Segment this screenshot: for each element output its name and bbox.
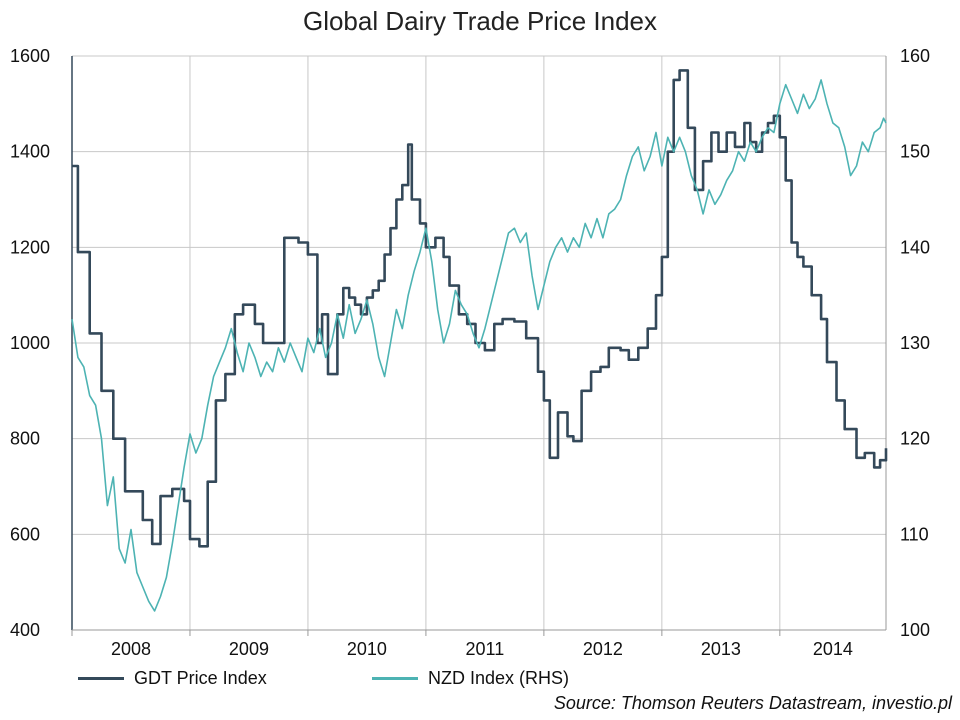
y-right-tick-label: 150 bbox=[900, 142, 930, 162]
legend-swatch-nzd bbox=[372, 677, 418, 680]
series-line-nzd bbox=[71, 79, 887, 612]
y-left-tick-label: 1200 bbox=[10, 237, 50, 257]
y-left-tick-label: 1400 bbox=[10, 142, 50, 162]
x-tick-label: 2010 bbox=[347, 639, 387, 659]
legend-item-gdt: GDT Price Index bbox=[78, 668, 267, 689]
y-left-tick-label: 1000 bbox=[10, 333, 50, 353]
series-line-gdt bbox=[72, 69, 888, 548]
gridlines bbox=[72, 55, 886, 631]
x-tick-label: 2012 bbox=[583, 639, 623, 659]
x-tick-label: 2014 bbox=[813, 639, 853, 659]
x-tick-label: 2009 bbox=[229, 639, 269, 659]
x-tick-label: 2013 bbox=[701, 639, 741, 659]
x-tick-label: 2008 bbox=[111, 639, 151, 659]
y-right-tick-label: 120 bbox=[900, 429, 930, 449]
y-left-tick-label: 400 bbox=[10, 620, 40, 640]
legend-swatch-gdt bbox=[78, 677, 124, 680]
series-lines bbox=[71, 69, 888, 612]
legend-label-gdt: GDT Price Index bbox=[134, 668, 267, 688]
y-right-tick-label: 100 bbox=[900, 620, 930, 640]
source-note: Source: Thomson Reuters Datastream, inve… bbox=[553, 693, 952, 713]
axes bbox=[71, 56, 887, 636]
chart-title: Global Dairy Trade Price Index bbox=[302, 6, 658, 36]
y-left-tick-label: 600 bbox=[10, 524, 40, 544]
y-right-tick-label: 110 bbox=[900, 524, 929, 544]
legend: GDT Price Index NZD Index (RHS) bbox=[78, 668, 678, 692]
y-right-tick-label: 140 bbox=[900, 237, 930, 257]
y-left-tick-label: 800 bbox=[10, 429, 40, 449]
tick-labels: 400 100 600 110 800 120 1000 130 1200 140 1400 150 1… bbox=[10, 46, 930, 659]
y-right-tick-label: 160 bbox=[900, 46, 930, 66]
y-left-tick-label: 1600 bbox=[10, 46, 50, 66]
x-tick-label: 2011 bbox=[466, 639, 505, 659]
legend-item-nzd: NZD Index (RHS) bbox=[372, 668, 569, 689]
legend-label-nzd: NZD Index (RHS) bbox=[428, 668, 570, 688]
y-right-tick-label: 130 bbox=[900, 333, 930, 353]
